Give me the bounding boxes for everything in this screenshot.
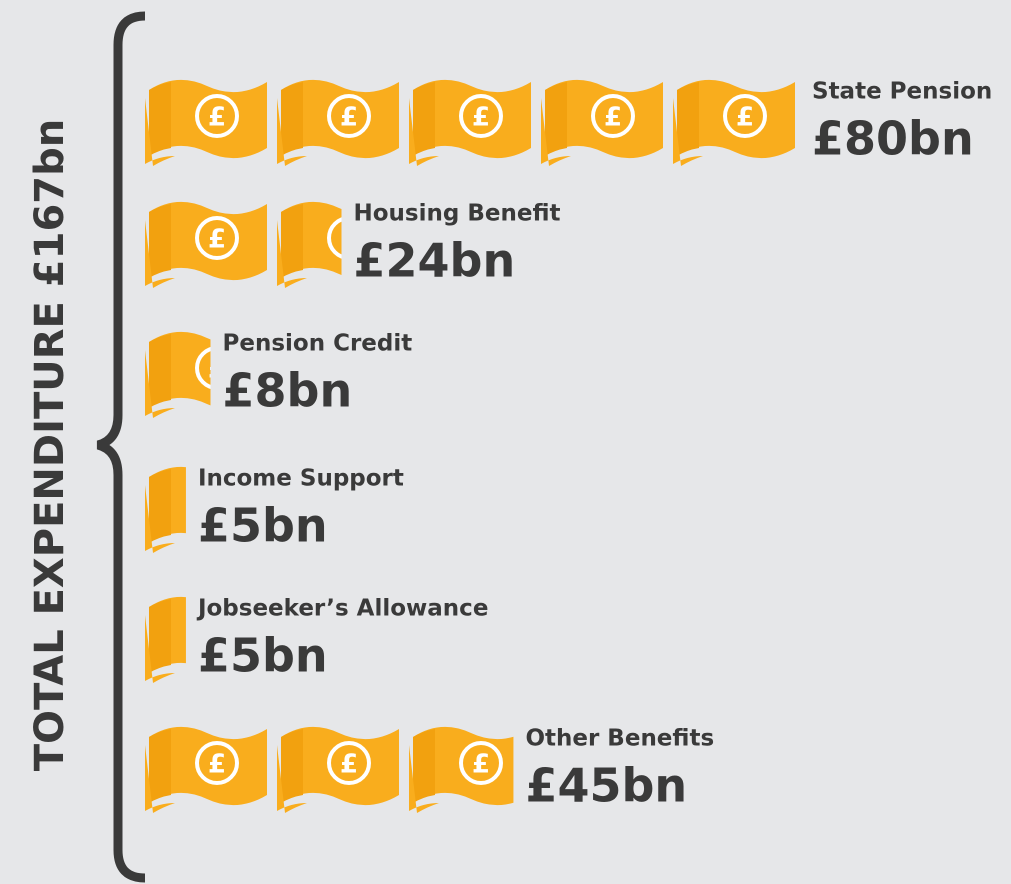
category-label: Jobseeker’s Allowance bbox=[196, 596, 488, 622]
bar-group bbox=[145, 585, 186, 685]
bar-group bbox=[145, 68, 800, 168]
value-label: £5bn bbox=[198, 499, 328, 553]
bar-group bbox=[145, 190, 342, 290]
category-label: State Pension bbox=[812, 79, 992, 105]
bar-group bbox=[145, 715, 514, 815]
bar bbox=[145, 585, 186, 685]
value-label: £8bn bbox=[223, 364, 353, 418]
category-label: Housing Benefit bbox=[354, 201, 561, 227]
value-label: £5bn bbox=[198, 629, 328, 683]
bar bbox=[145, 455, 186, 555]
bar bbox=[145, 190, 342, 290]
value-label: £80bn bbox=[812, 112, 974, 166]
value-label: £24bn bbox=[354, 234, 516, 288]
category-label: Pension Credit bbox=[223, 331, 413, 357]
category-label: Other Benefits bbox=[525, 726, 714, 752]
value-label: £45bn bbox=[525, 759, 687, 813]
category-label: Income Support bbox=[198, 466, 404, 492]
chart-title: TOTAL EXPENDITURE £167bn bbox=[27, 119, 73, 771]
bar bbox=[145, 320, 211, 420]
brace bbox=[96, 11, 146, 883]
bar-group bbox=[145, 455, 186, 555]
bar-group bbox=[145, 320, 211, 420]
bar bbox=[145, 715, 514, 815]
bar bbox=[145, 68, 800, 168]
